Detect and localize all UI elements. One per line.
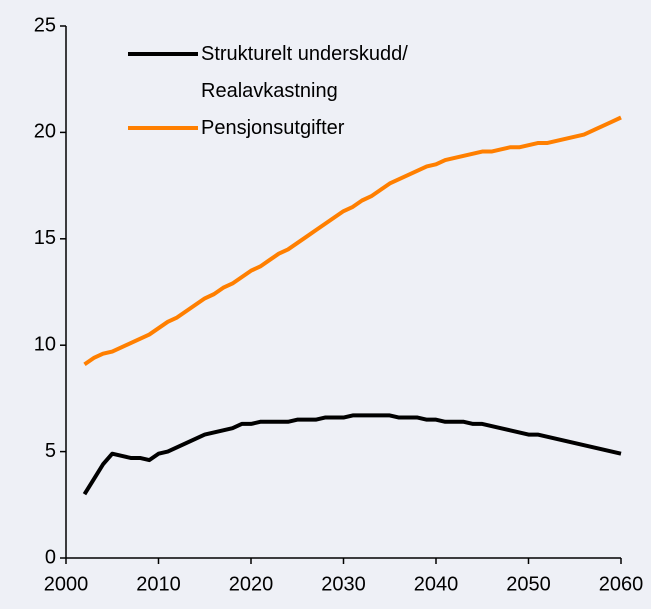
y-tick-label: 5 <box>45 440 56 462</box>
legend-item: Pensjonsutgifter <box>128 110 408 147</box>
y-tick-label: 0 <box>45 546 56 568</box>
legend-swatch <box>128 126 198 130</box>
series-line <box>82 413 622 496</box>
legend: Strukturelt underskudd/ Realavkastning Pe… <box>128 36 408 147</box>
x-tick-label: 2060 <box>599 573 644 595</box>
legend-label: Strukturelt underskudd/ Realavkastning <box>201 43 408 102</box>
x-tick-label: 2030 <box>321 573 366 595</box>
x-tick-label: 2020 <box>229 573 274 595</box>
y-tick-label: 10 <box>34 333 56 355</box>
y-tick-label: 25 <box>34 14 56 36</box>
series-line <box>83 115 622 366</box>
legend-label: Pensjonsutgifter <box>201 117 345 139</box>
legend-swatch <box>128 52 198 56</box>
y-tick-label: 15 <box>34 227 56 249</box>
x-tick-label: 2040 <box>414 573 459 595</box>
x-tick-label: 2010 <box>136 573 181 595</box>
y-tick-label: 20 <box>34 121 56 143</box>
x-tick-label: 2050 <box>506 573 551 595</box>
legend-item: Strukturelt underskudd/ Realavkastning <box>128 36 408 110</box>
x-tick-label: 2000 <box>44 573 89 595</box>
